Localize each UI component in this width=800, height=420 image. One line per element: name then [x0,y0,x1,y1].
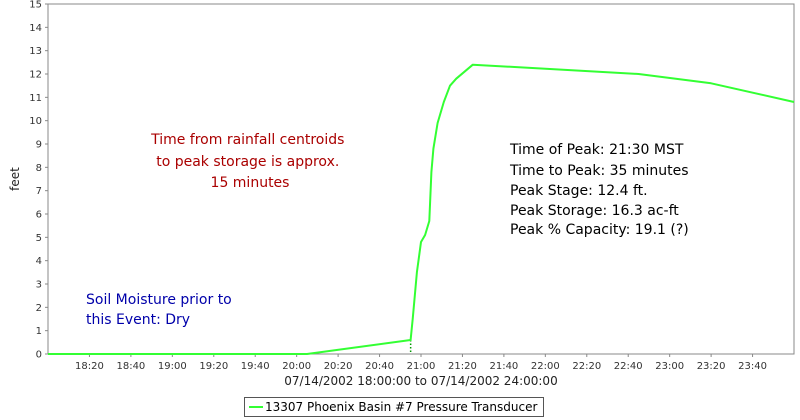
x-tick-label: 20:20 [324,361,353,372]
centroid-annotation: Time from rainfall centroids to peak sto… [150,132,349,191]
x-axis-label: 07/14/2002 18:00:00 to 07/14/2002 24:00:… [284,374,557,388]
x-tick-label: 23:20 [697,361,726,372]
peak-stats-line: Peak Stage: 12.4 ft. [510,183,648,199]
x-tick-label: 19:40 [241,361,270,372]
centroid-annotation-line: 15 minutes [211,175,290,191]
legend-label: 13307 Phoenix Basin #7 Pressure Transduc… [265,400,538,414]
x-axis: 18:20 18:40 19:00 19:20 19:40 20:00 20:20 20:40… [75,354,767,372]
y-tick-label: 3 [36,280,42,291]
x-tick-label: 22:00 [531,361,560,372]
y-tick-label: 10 [29,116,42,127]
y-tick-label: 13 [29,46,42,57]
series-layer [48,63,795,355]
peak-stats-line: Time of Peak: 21:30 MST [509,142,684,158]
peak-stats-annotation: Time of Peak: 21:30 MST Time to Peak: 35… [509,142,693,238]
series-line [48,63,795,355]
legend-swatch [249,406,263,408]
y-axis-label: feet [8,167,22,191]
x-tick-label: 21:40 [489,361,518,372]
x-tick-label: 23:40 [738,361,767,372]
peak-stats-line: Peak % Capacity: 19.1 (?) [510,222,689,238]
plot-area [47,3,795,355]
y-tick-label: 11 [29,93,42,104]
centroid-annotation-line: Time from rainfall centroids [150,132,344,148]
x-tick-label: 19:20 [199,361,228,372]
x-tick-label: 20:40 [365,361,394,372]
soil-moisture-line: this Event: Dry [86,312,190,328]
x-tick-label: 22:20 [572,361,601,372]
x-tick-label: 21:00 [407,361,436,372]
soil-moisture-annotation: Soil Moisture prior to this Event: Dry [86,292,236,328]
y-tick-label: 2 [36,303,42,314]
x-tick-label: 22:40 [614,361,643,372]
y-tick-label: 12 [29,70,42,81]
peak-stats-line: Time to Peak: 35 minutes [509,163,689,179]
y-tick-label: 4 [36,256,42,267]
x-tick-label: 20:00 [282,361,311,372]
x-tick-label: 21:20 [448,361,477,372]
y-tick-label: 7 [36,186,42,197]
soil-moisture-line: Soil Moisture prior to [86,292,232,308]
y-tick-label: 8 [36,163,42,174]
y-tick-label: 15 [29,0,42,11]
peak-stats-line: Peak Storage: 16.3 ac-ft [510,203,679,219]
x-tick-label: 19:00 [158,361,187,372]
x-tick-label: 18:20 [75,361,104,372]
x-tick-label: 18:40 [116,361,145,372]
y-tick-label: 5 [36,233,42,244]
x-tick-label: 23:00 [655,361,684,372]
y-tick-label: 6 [36,210,42,221]
y-tick-label: 1 [36,326,42,337]
y-tick-label: 14 [29,23,42,34]
centroid-annotation-line: to peak storage is approx. [156,154,339,170]
y-tick-label: 0 [36,350,42,361]
legend: 13307 Phoenix Basin #7 Pressure Transduc… [244,397,545,417]
y-tick-label: 9 [36,140,42,151]
